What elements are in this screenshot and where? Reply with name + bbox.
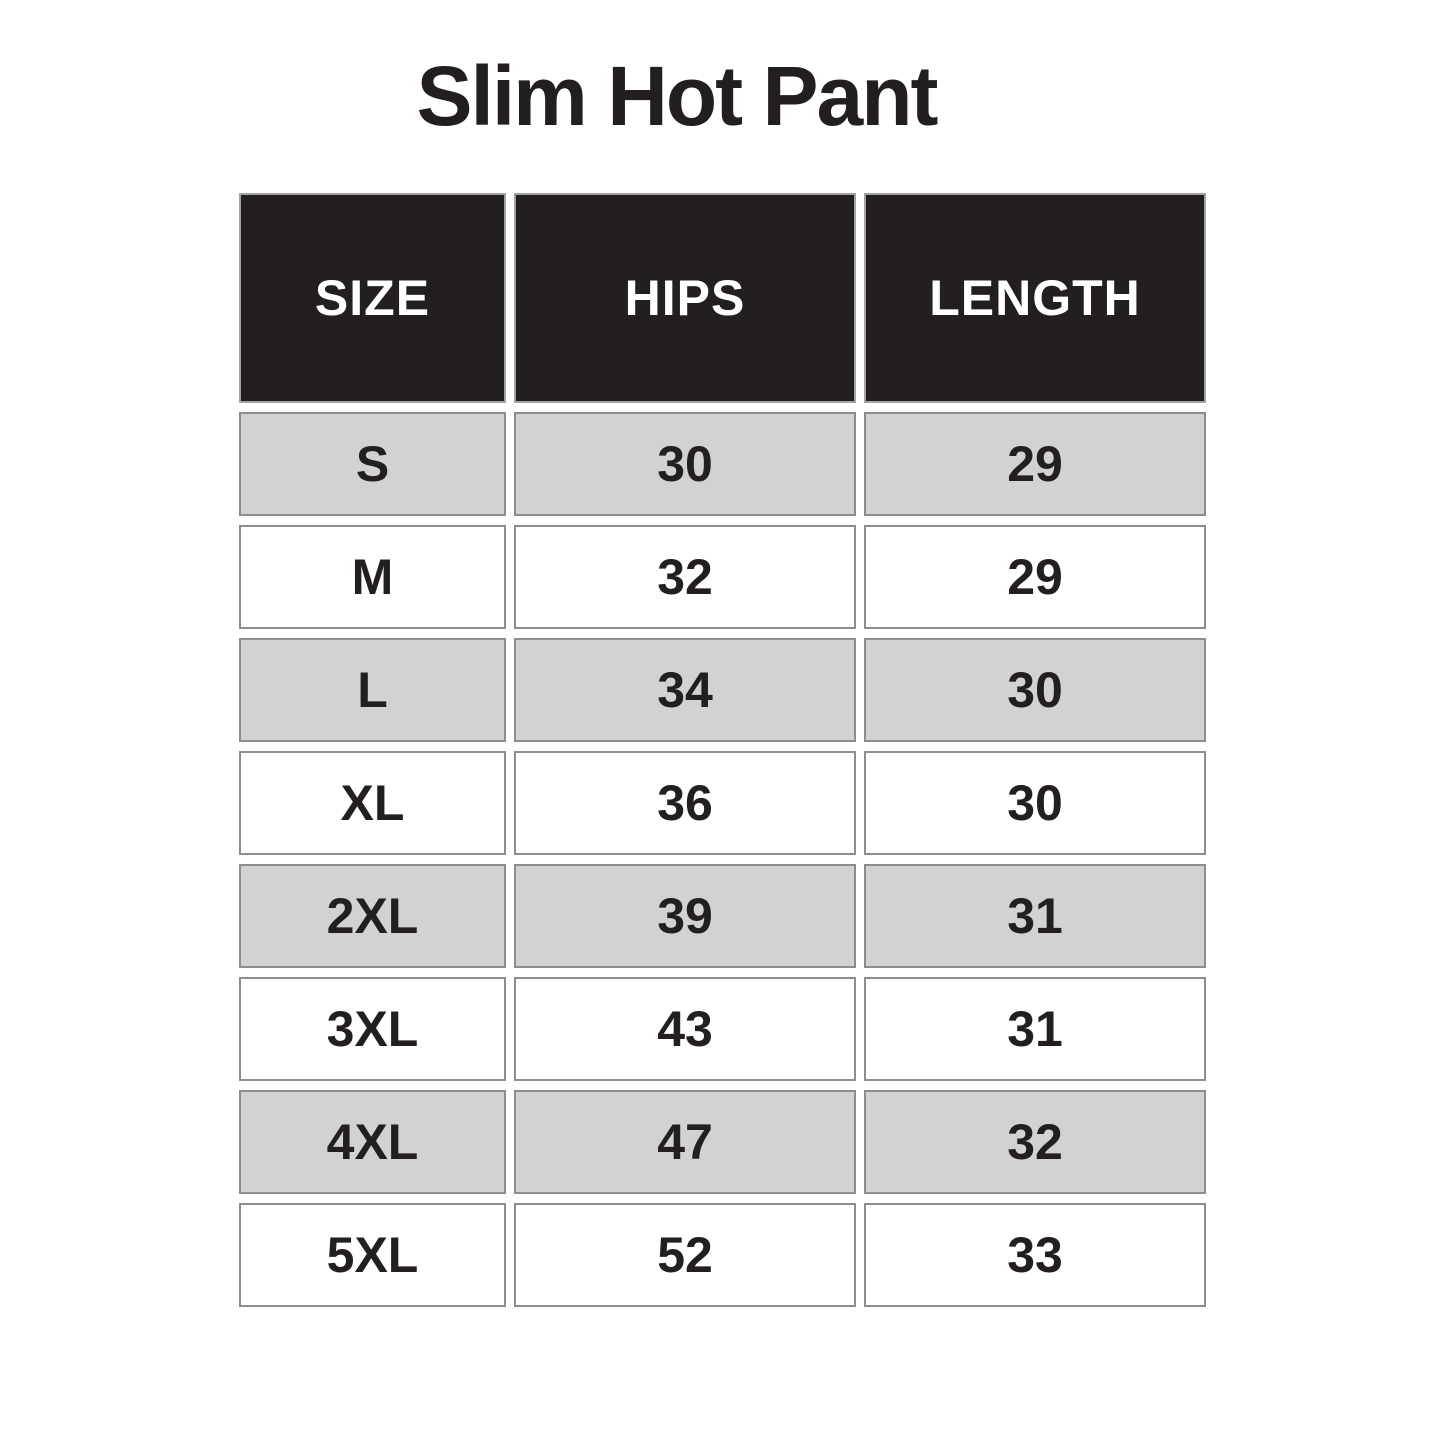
- cell-length: 31: [864, 864, 1206, 968]
- table-row: 4XL 47 32: [239, 1090, 1206, 1194]
- cell-hips: 32: [514, 525, 856, 629]
- table-header-row: SIZE HIPS LENGTH: [239, 193, 1206, 403]
- cell-size: 3XL: [239, 977, 506, 1081]
- cell-hips: 52: [514, 1203, 856, 1307]
- cell-length: 30: [864, 751, 1206, 855]
- cell-size: M: [239, 525, 506, 629]
- cell-length: 29: [864, 525, 1206, 629]
- table-row: 2XL 39 31: [239, 864, 1206, 968]
- header-cell-hips: HIPS: [514, 193, 856, 403]
- cell-hips: 34: [514, 638, 856, 742]
- cell-hips: 47: [514, 1090, 856, 1194]
- cell-hips: 36: [514, 751, 856, 855]
- cell-size: XL: [239, 751, 506, 855]
- cell-size: 4XL: [239, 1090, 506, 1194]
- cell-length: 29: [864, 412, 1206, 516]
- table-row: 3XL 43 31: [239, 977, 1206, 1081]
- size-table: SIZE HIPS LENGTH S 30 29 M 32 29 L 34 30 XL 36 30 2X…: [239, 193, 1206, 1316]
- cell-length: 30: [864, 638, 1206, 742]
- table-row: M 32 29: [239, 525, 1206, 629]
- cell-length: 32: [864, 1090, 1206, 1194]
- table-row: L 34 30: [239, 638, 1206, 742]
- page-title: Slim Hot Pant: [416, 49, 938, 143]
- cell-length: 31: [864, 977, 1206, 1081]
- header-cell-size: SIZE: [239, 193, 506, 403]
- header-cell-length: LENGTH: [864, 193, 1206, 403]
- cell-size: 2XL: [239, 864, 506, 968]
- table-row: XL 36 30: [239, 751, 1206, 855]
- cell-hips: 30: [514, 412, 856, 516]
- cell-length: 33: [864, 1203, 1206, 1307]
- cell-hips: 39: [514, 864, 856, 968]
- cell-hips: 43: [514, 977, 856, 1081]
- cell-size: S: [239, 412, 506, 516]
- cell-size: 5XL: [239, 1203, 506, 1307]
- table-row: 5XL 52 33: [239, 1203, 1206, 1307]
- table-row: S 30 29: [239, 412, 1206, 516]
- cell-size: L: [239, 638, 506, 742]
- table-body: S 30 29 M 32 29 L 34 30 XL 36 30 2XL 39 31 3XL 43 31 4XL 47…: [239, 412, 1206, 1307]
